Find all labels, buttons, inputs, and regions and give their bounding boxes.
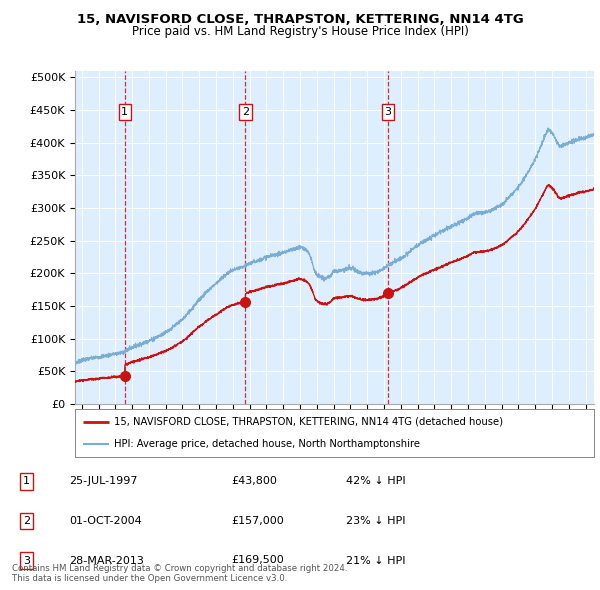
Text: £169,500: £169,500 — [231, 556, 284, 565]
Text: £157,000: £157,000 — [231, 516, 284, 526]
Text: 3: 3 — [385, 107, 392, 117]
Text: 1: 1 — [121, 107, 128, 117]
Text: £43,800: £43,800 — [231, 477, 277, 486]
Text: 2: 2 — [23, 516, 30, 526]
Text: 21% ↓ HPI: 21% ↓ HPI — [346, 556, 406, 565]
Text: 28-MAR-2013: 28-MAR-2013 — [70, 556, 145, 565]
Text: Contains HM Land Registry data © Crown copyright and database right 2024.
This d: Contains HM Land Registry data © Crown c… — [12, 563, 347, 583]
Text: HPI: Average price, detached house, North Northamptonshire: HPI: Average price, detached house, Nort… — [114, 439, 420, 449]
Text: 23% ↓ HPI: 23% ↓ HPI — [346, 516, 406, 526]
Text: 2: 2 — [242, 107, 249, 117]
Text: 01-OCT-2004: 01-OCT-2004 — [70, 516, 142, 526]
Text: 42% ↓ HPI: 42% ↓ HPI — [346, 477, 406, 486]
Text: 15, NAVISFORD CLOSE, THRAPSTON, KETTERING, NN14 4TG (detached house): 15, NAVISFORD CLOSE, THRAPSTON, KETTERIN… — [114, 417, 503, 427]
Text: 3: 3 — [23, 556, 30, 565]
Text: Price paid vs. HM Land Registry's House Price Index (HPI): Price paid vs. HM Land Registry's House … — [131, 25, 469, 38]
Text: 15, NAVISFORD CLOSE, THRAPSTON, KETTERING, NN14 4TG: 15, NAVISFORD CLOSE, THRAPSTON, KETTERIN… — [77, 13, 523, 26]
Text: 1: 1 — [23, 477, 30, 486]
Text: 25-JUL-1997: 25-JUL-1997 — [70, 477, 138, 486]
